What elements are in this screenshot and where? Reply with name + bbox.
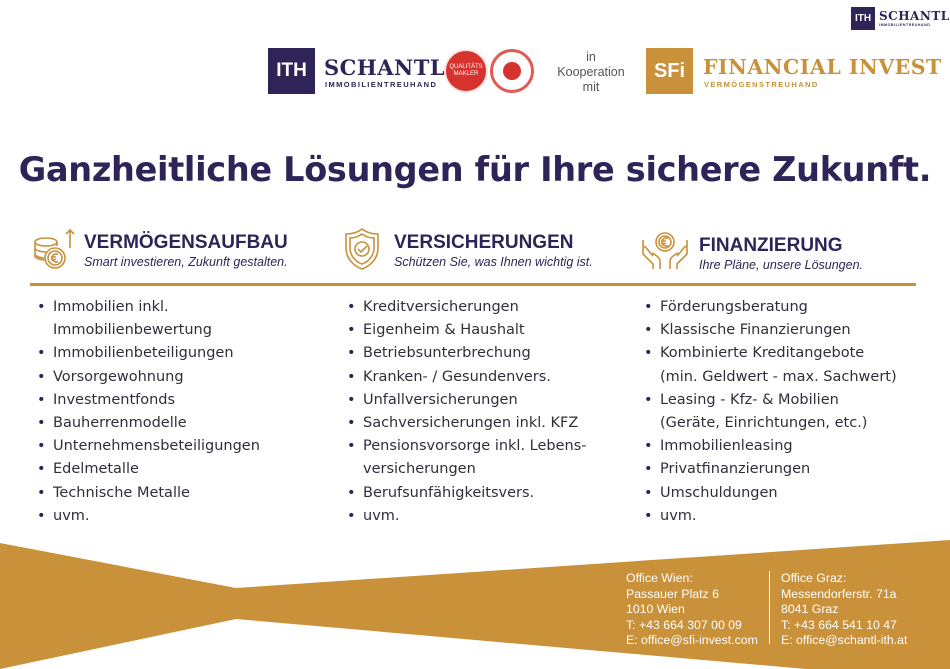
office-line: Office Wien: <box>626 571 693 585</box>
office-email[interactable]: E: office@schantl-ith.at <box>781 633 908 648</box>
office-phone[interactable]: T: +43 664 541 10 47 <box>781 617 897 632</box>
eagle-emblem-icon <box>503 62 521 80</box>
coop-line: in <box>586 50 596 64</box>
list-item: Privatfinanzierungen <box>644 458 897 481</box>
section-subtitle: Smart investieren, Zukunft gestalten. <box>84 255 288 269</box>
list-item: Berufsunfähigkeitsvers. <box>347 482 587 505</box>
office-line: 1010 Wien <box>626 602 685 617</box>
quality-broker-badge: QUALITÄTS MAKLER <box>444 49 488 93</box>
coins-euro-icon <box>34 228 75 269</box>
list-item: Edelmetalle <box>37 458 260 481</box>
office-line: Passauer Platz 6 <box>626 586 719 601</box>
list-item: Vorsorgewohnung <box>37 366 260 389</box>
list-item: Kombinierte Kreditangebote <box>644 342 897 365</box>
list-item: Eigenheim & Haushalt <box>347 319 587 342</box>
list-finanzierung: Förderungsberatung Klassische Finanzieru… <box>644 296 897 528</box>
cooperation-text: in Kooperation mit <box>548 50 634 95</box>
list-item: (min. Geldwert - max. Sachwert) <box>660 368 897 385</box>
ith-mark: ITH <box>268 48 315 94</box>
office-line: Messendorferstr. 71a <box>781 586 897 601</box>
list-vermoegensaufbau: Immobilien inkl. Immobilienbewertung Imm… <box>37 296 260 528</box>
schantl-name: SCHANTL <box>324 55 446 80</box>
office-phone[interactable]: T: +43 664 307 00 09 <box>626 617 742 632</box>
list-item: Leasing - Kfz- & Mobilien <box>644 389 897 412</box>
office-line: Office Graz: <box>781 571 847 585</box>
association-badge <box>490 49 534 93</box>
list-item: Immobilienbeteiligungen <box>37 342 260 365</box>
list-item: versicherungen <box>363 461 476 478</box>
list-item: (Geräte, Einrichtungen, etc.) <box>660 415 868 432</box>
office-email[interactable]: E: office@sfi-invest.com <box>626 633 758 648</box>
list-item: Betriebsunterbrechung <box>347 342 587 365</box>
coop-line: Kooperation <box>557 65 625 79</box>
corner-brand-sub: IMMOBILIENTREUHAND <box>879 23 931 27</box>
list-versicherungen: Kreditversicherungen Eigenheim & Haushal… <box>347 296 587 528</box>
shield-check-icon <box>345 227 379 270</box>
gold-divider <box>30 283 916 286</box>
list-item: Immobilienbewertung <box>53 322 212 339</box>
headline: Ganzheitliche Lösungen für Ihre sichere … <box>18 150 932 189</box>
list-item: Immobilienleasing <box>644 435 897 458</box>
list-item: Umschuldungen <box>644 482 897 505</box>
schantl-sub: IMMOBILIENTREUHAND <box>325 80 438 89</box>
list-item: Investmentfonds <box>37 389 260 412</box>
office-line: 8041 Graz <box>781 602 839 617</box>
coop-line: mit <box>582 80 600 94</box>
section-title: VERMÖGENSAUFBAU <box>84 232 288 253</box>
list-item: Technische Metalle <box>37 482 260 505</box>
corner-brand-name: SCHANTL <box>879 9 950 23</box>
section-title: FINANZIERUNG <box>699 235 843 256</box>
ith-mark: ITH <box>851 7 875 30</box>
list-item: Pensionsvorsorge inkl. Lebens- <box>347 435 587 458</box>
list-item: Immobilien inkl. <box>37 296 260 319</box>
list-item: Unfallversicherungen <box>347 389 587 412</box>
sfi-name: FINANCIAL INVEST <box>703 55 942 79</box>
sfi-mark: SFi <box>646 48 693 94</box>
section-title: VERSICHERUNGEN <box>394 232 574 253</box>
list-item: Förderungsberatung <box>644 296 897 319</box>
sfi-sub: VERMÖGENSTREUHAND <box>704 80 819 89</box>
list-item: Kreditversicherungen <box>347 296 587 319</box>
footer-divider <box>769 571 770 644</box>
hands-euro-icon <box>642 232 688 269</box>
list-item: uvm. <box>37 505 260 528</box>
list-item: Bauherrenmodelle <box>37 412 260 435</box>
list-item: uvm. <box>644 505 897 528</box>
list-item: uvm. <box>347 505 587 528</box>
section-subtitle: Schützen Sie, was Ihnen wichtig ist. <box>394 255 593 269</box>
office-wien: Office Wien: Passauer Platz 6 1010 Wien … <box>626 571 758 649</box>
office-graz: Office Graz: Messendorferstr. 71a 8041 G… <box>781 571 907 649</box>
section-subtitle: Ihre Pläne, unsere Lösungen. <box>699 258 864 272</box>
list-item: Kranken- / Gesundenvers. <box>347 366 587 389</box>
list-item: Sachversicherungen inkl. KFZ <box>347 412 587 435</box>
list-item: Unternehmensbeteiligungen <box>37 435 260 458</box>
list-item: Klassische Finanzierungen <box>644 319 897 342</box>
